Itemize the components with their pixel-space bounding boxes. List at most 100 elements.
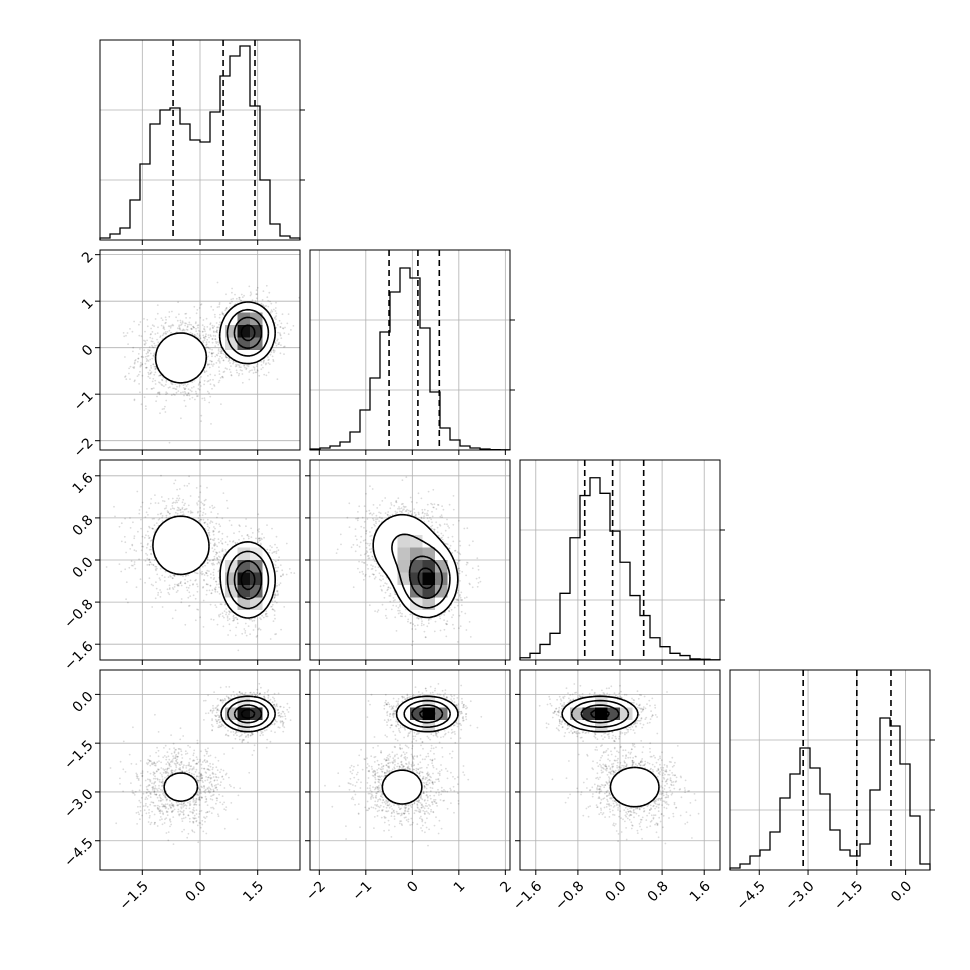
fill-cell [160,353,164,358]
sample-point [124,517,126,520]
sample-point [221,543,224,545]
sample-point [197,500,200,502]
sample-point [148,577,151,580]
sample-point [228,623,231,626]
sample-point [149,561,151,563]
sample-point [215,522,218,525]
sample-point [260,368,263,371]
sample-point [163,326,165,329]
panel-content [100,250,300,450]
sample-point [172,324,175,327]
sample-point [273,350,276,352]
sample-point [148,525,150,528]
sample-point [133,399,136,402]
sample-point [218,316,221,319]
sample-point [140,542,143,545]
sample-point [188,591,191,594]
fill-cell [160,363,164,368]
fill-cell [270,323,274,328]
sample-point [139,321,142,323]
sample-point [203,503,206,506]
fill-cell [193,373,198,378]
sample-point [177,499,180,502]
sample-point [202,511,205,514]
fill-cell [190,350,194,354]
sample-point [253,619,256,622]
sample-point [173,574,176,577]
fill-cell [243,360,248,364]
sample-point [159,567,162,570]
sample-point [197,510,200,513]
sample-point [217,538,220,540]
sample-point [275,318,277,321]
sample-point [153,325,156,328]
fill-cell [176,353,181,358]
sample-point [244,622,247,625]
fill-cell [220,340,224,344]
sample-point [148,548,151,551]
sample-point [217,348,220,350]
sample-point [177,509,180,512]
sample-point [197,387,200,390]
sample-point [199,616,202,619]
fill-cell [180,360,184,364]
sample-point [209,522,212,524]
sample-point [154,318,157,320]
sample-point [211,352,213,355]
sample-point [199,491,202,494]
sample-point [274,633,276,636]
sample-point [149,545,152,548]
fill-cell [270,330,274,334]
sample-point [199,485,202,487]
fill-cell [186,373,191,378]
fill-cell [180,376,184,381]
sample-point [249,294,252,297]
sample-point [187,504,190,507]
sample-point [153,524,156,527]
fill-cell [223,316,228,321]
sample-point [216,562,219,565]
sample-point [187,392,190,395]
sample-point [198,307,201,309]
fill-cell [186,353,191,358]
fill-cell [183,360,188,364]
sample-point [273,308,275,311]
sample-point [138,323,140,326]
sample-point [211,547,214,549]
fill-cell [190,340,194,344]
fill-cell [250,310,254,314]
sample-point [177,584,179,586]
sample-point [270,309,273,312]
sample-point [281,569,284,572]
histogram-step-p0 [99,45,301,240]
sample-point [174,394,176,396]
sample-point [213,577,216,579]
sample-point [160,383,163,386]
sample-point [219,350,222,353]
sample-point [218,326,220,329]
sample-point [219,525,222,528]
sample-point [210,360,213,363]
fill-cell [166,340,171,344]
sample-point [155,400,158,403]
sample-point [139,365,142,368]
sample-point [148,564,151,566]
sample-point [239,369,242,371]
sample-point [113,505,115,508]
sample-point [184,575,187,577]
sample-point [120,522,123,525]
sample-point [190,328,193,331]
sample-point [239,525,241,527]
sample-point [213,548,216,551]
sample-point [196,585,199,588]
sample-point [257,529,259,531]
sample-point [197,517,200,519]
sample-point [221,542,223,544]
sample-point [142,545,145,548]
sample-point [140,505,142,508]
sample-point [205,593,208,596]
sample-point [212,531,215,533]
sample-point [202,626,205,628]
sample-point [222,359,225,362]
fill-cell [190,353,194,358]
